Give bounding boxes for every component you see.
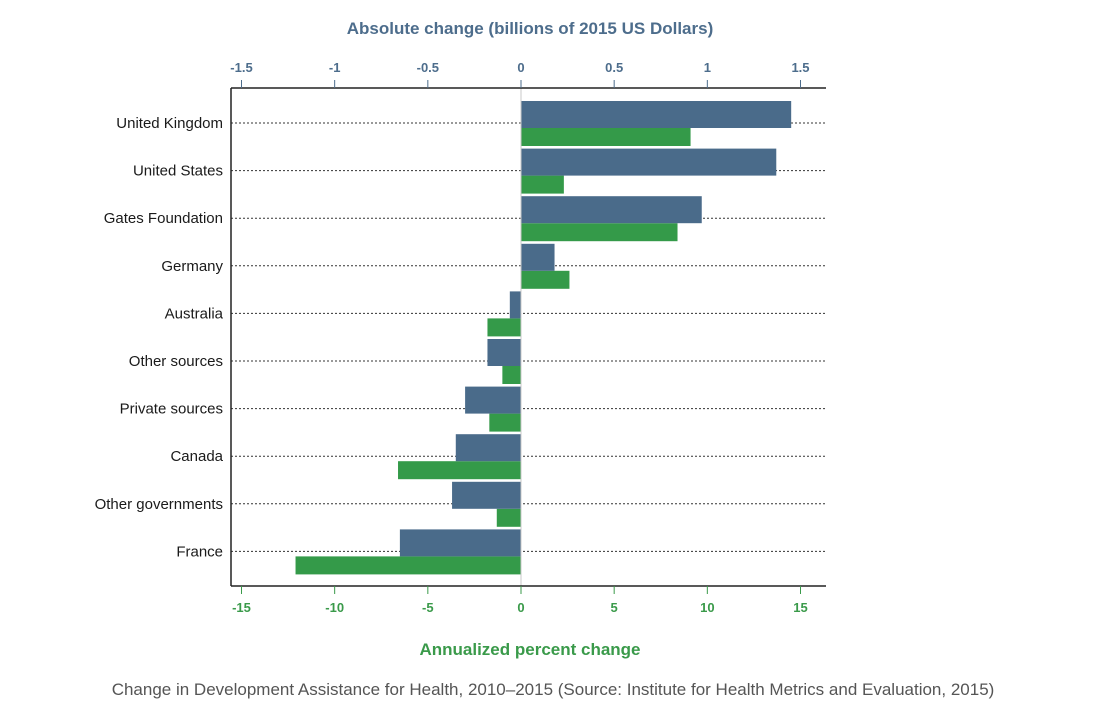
- bar-absolute-change: [399, 529, 521, 557]
- bottom-tick-label: -15: [232, 600, 251, 615]
- bar-percent-change: [398, 461, 521, 480]
- bar-absolute-change: [521, 243, 555, 271]
- top-tick-label: -1.5: [230, 60, 252, 75]
- top-tick-label: 1: [704, 60, 711, 75]
- bottom-tick-label: -5: [422, 600, 434, 615]
- bar-percent-change: [487, 318, 521, 337]
- bottom-tick-label: 10: [700, 600, 714, 615]
- top-tick-label: 0.5: [605, 60, 623, 75]
- bottom-tick-label: 15: [793, 600, 807, 615]
- category-label: United Kingdom: [116, 115, 223, 132]
- figure-caption: Change in Development Assistance for Hea…: [111, 680, 995, 699]
- bar-absolute-change: [455, 434, 521, 462]
- category-label: Gates Foundation: [104, 210, 223, 227]
- category-label: United States: [133, 163, 223, 180]
- top-tick-label: 1.5: [791, 60, 809, 75]
- bottom-tick-label: -10: [325, 600, 344, 615]
- bar-percent-change: [521, 175, 564, 194]
- bar-absolute-change: [521, 101, 792, 128]
- bar-absolute-change: [465, 386, 521, 414]
- bar-absolute-change: [487, 339, 521, 366]
- top-axis-title: Absolute change (billions of 2015 US Dol…: [347, 19, 714, 38]
- bottom-axis-title: Annualized percent change: [419, 640, 640, 659]
- top-tick-label: -0.5: [417, 60, 439, 75]
- bar-percent-change: [496, 508, 521, 527]
- category-label: Other sources: [129, 353, 223, 370]
- chart: Absolute change (billions of 2015 US Dol…: [95, 19, 826, 659]
- category-label: Germany: [161, 258, 223, 275]
- bar-absolute-change: [509, 291, 521, 319]
- bar-percent-change: [295, 556, 521, 575]
- bar-absolute-change: [452, 481, 521, 509]
- bar-percent-change: [521, 128, 691, 146]
- category-label: Other governments: [95, 496, 223, 513]
- top-tick-label: -1: [329, 60, 341, 75]
- bar-percent-change: [489, 413, 521, 432]
- bar-absolute-change: [521, 148, 777, 176]
- category-label: Australia: [165, 305, 224, 322]
- category-label: Private sources: [120, 401, 223, 418]
- category-label: Canada: [170, 448, 223, 465]
- top-tick-label: 0: [517, 60, 524, 75]
- category-label: France: [176, 543, 223, 560]
- bar-percent-change: [521, 223, 678, 242]
- bar-absolute-change: [521, 196, 702, 224]
- bar-percent-change: [502, 366, 521, 384]
- bottom-tick-label: 0: [517, 600, 524, 615]
- bar-percent-change: [521, 270, 570, 289]
- bottom-tick-label: 5: [611, 600, 618, 615]
